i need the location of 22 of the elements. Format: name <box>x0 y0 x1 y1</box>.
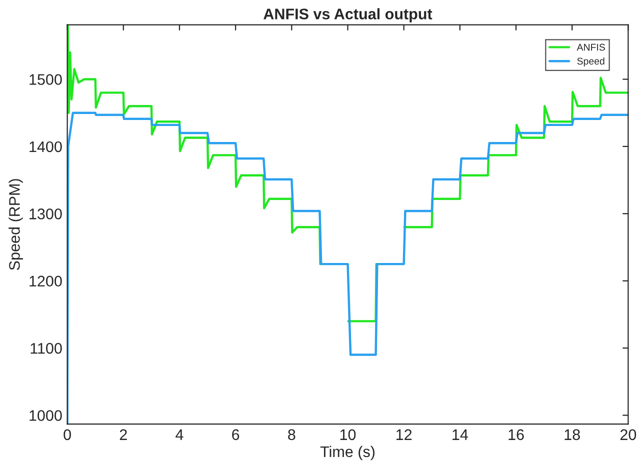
x-tick-label: 20 <box>620 429 636 440</box>
chart-title: ANFIS vs Actual output <box>264 8 432 22</box>
x-tick-label: 2 <box>120 429 127 440</box>
x-tick-label: 14 <box>452 429 468 440</box>
x-tick-label: 0 <box>64 429 71 440</box>
x-axis-title: Time (s) <box>320 446 375 460</box>
legend-label: Speed <box>577 57 604 67</box>
y-tick-label: 1000 <box>30 410 62 421</box>
x-tick-label: 4 <box>176 429 184 440</box>
x-tick-label: 10 <box>340 429 356 440</box>
y-axis-title: Speed (RPM) <box>8 179 23 270</box>
x-tick-label: 8 <box>288 429 296 440</box>
legend-label: ANFIS <box>576 44 605 51</box>
x-tick-label: 18 <box>564 429 580 440</box>
x-tick-label: 6 <box>232 429 240 440</box>
y-tick-label: 1300 <box>30 208 62 220</box>
y-tick-label: 1400 <box>30 141 62 152</box>
x-tick-label: 16 <box>508 429 524 440</box>
y-tick-label: 1500 <box>30 74 62 85</box>
x-tick-label: 12 <box>396 429 412 440</box>
y-tick-label: 1100 <box>30 342 62 354</box>
y-tick-label: 1200 <box>30 276 62 287</box>
